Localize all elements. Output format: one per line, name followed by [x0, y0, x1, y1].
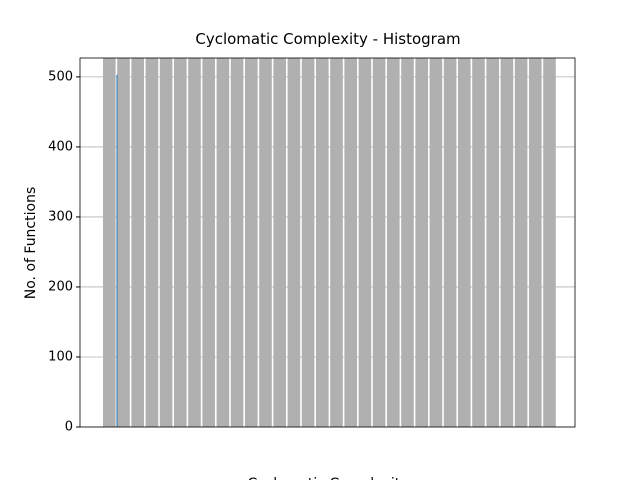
column-shade [472, 58, 485, 427]
column-shade [372, 58, 386, 427]
column-shade [330, 58, 343, 427]
column-shade [174, 58, 187, 427]
column-shade [401, 58, 414, 427]
y-tick-label: 0 [65, 420, 73, 435]
column-shade [429, 58, 443, 427]
column-shade [103, 58, 116, 427]
column-shade [458, 58, 471, 427]
column-shade [316, 58, 329, 427]
column-shade [486, 58, 499, 427]
column-shade [145, 58, 159, 427]
bar [116, 74, 118, 427]
y-tick-label: 200 [48, 279, 73, 294]
column-shade [159, 58, 173, 427]
y-tick-label: 500 [48, 69, 73, 84]
y-axis-label: No. of Functions [23, 187, 39, 299]
column-shade [415, 58, 428, 427]
y-tick-label: 300 [48, 209, 73, 224]
column-shade [230, 58, 244, 427]
column-shade [131, 58, 144, 427]
column-shade [117, 58, 130, 427]
column-shade [514, 58, 528, 427]
column-shade [543, 58, 556, 427]
column-shade [443, 58, 457, 427]
column-shade [216, 58, 230, 427]
column-shade [188, 58, 201, 427]
column-shade [387, 58, 400, 427]
plot-frame [79, 57, 576, 428]
x-axis-label: Cyclomatic Complexity [247, 476, 408, 480]
y-tick-label: 100 [48, 349, 73, 364]
column-shade [529, 58, 542, 427]
column-shade [358, 58, 372, 427]
column-shade [500, 58, 514, 427]
y-tick-label: 400 [48, 139, 73, 154]
column-shade [344, 58, 357, 427]
column-shade [202, 58, 215, 427]
column-shade [259, 58, 272, 427]
column-shade [273, 58, 286, 427]
column-shade [287, 58, 301, 427]
chart-title: Cyclomatic Complexity - Histogram [195, 30, 460, 48]
column-shade [245, 58, 258, 427]
column-shade [301, 58, 315, 427]
